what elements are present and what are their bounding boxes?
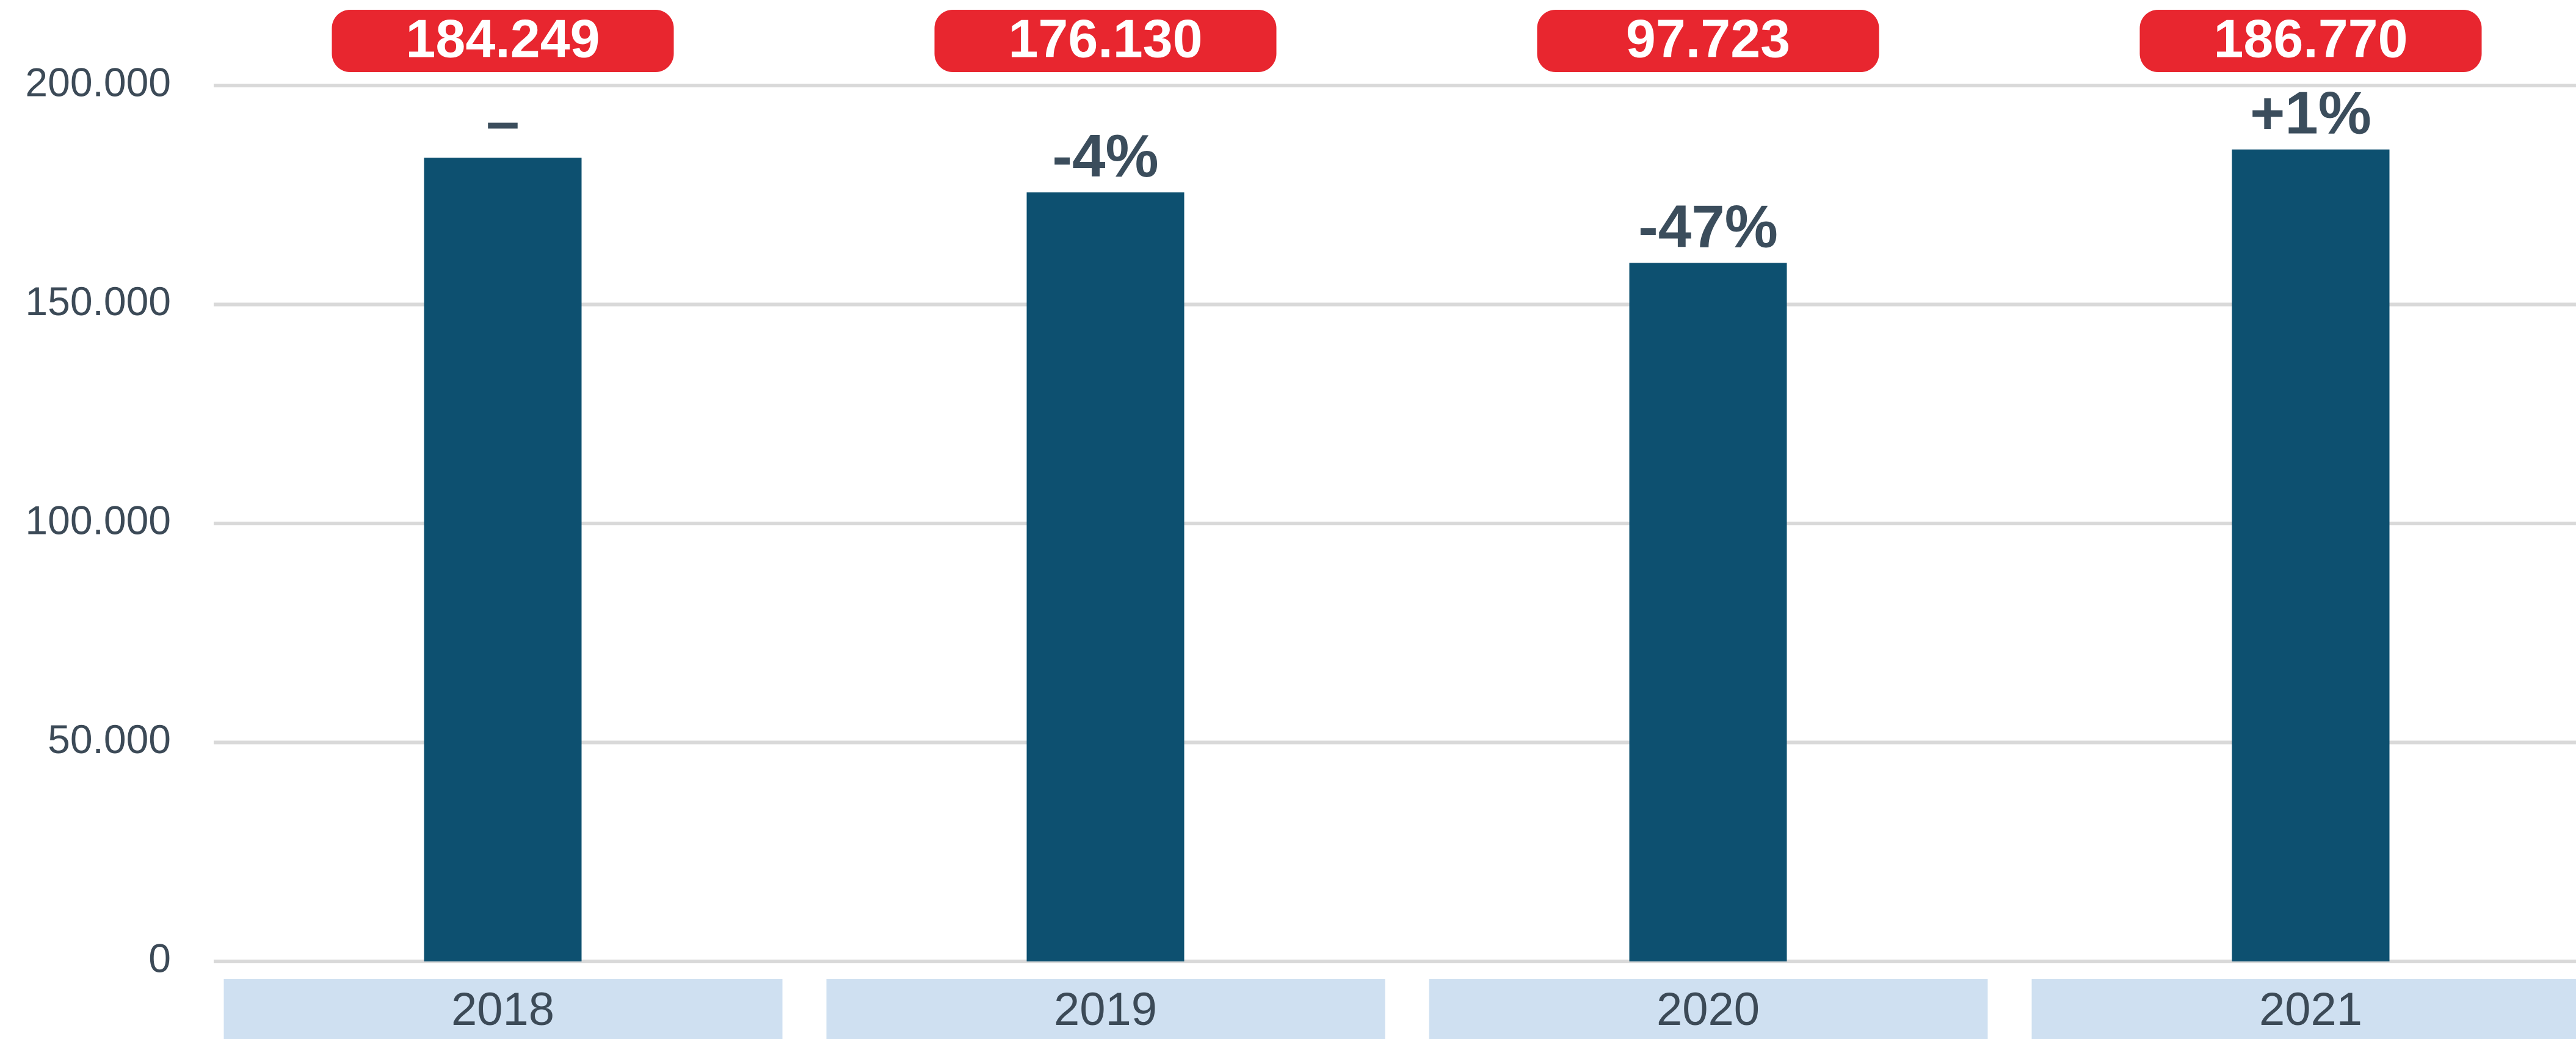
total-label: 176.130 [1008, 8, 1202, 68]
total-pill [934, 10, 1277, 72]
bar [424, 158, 582, 962]
change-label: -4% [1052, 122, 1158, 189]
category-band [2031, 979, 2576, 1039]
category-band [826, 979, 1385, 1039]
x-tick-label: 2018 [451, 983, 554, 1035]
y-tick-label: 0 [148, 935, 171, 980]
total-label: 184.249 [405, 8, 600, 68]
category-band [223, 979, 783, 1039]
x-tick-label: 2021 [2259, 983, 2362, 1035]
bar [2232, 149, 2390, 961]
total-pill [332, 10, 674, 72]
y-tick-label: 100.000 [25, 497, 171, 542]
total-pill [2139, 10, 2482, 72]
change-label: +1% [2250, 79, 2371, 147]
y-tick-label: 200.000 [25, 59, 171, 104]
total-label: 186.770 [2213, 8, 2407, 68]
change-label: – [486, 87, 520, 155]
x-tick-label: 2020 [1656, 983, 1760, 1035]
bar [1629, 263, 1787, 961]
x-tick-label: 2019 [1054, 983, 1157, 1035]
y-tick-label: 50.000 [48, 716, 171, 762]
category-band [1429, 979, 1988, 1039]
bar [1026, 192, 1185, 961]
total-label: 97.723 [1626, 8, 1790, 68]
change-label: -47% [1638, 192, 1778, 260]
y-tick-label: 150.000 [25, 279, 171, 324]
total-pill [1537, 10, 1879, 72]
